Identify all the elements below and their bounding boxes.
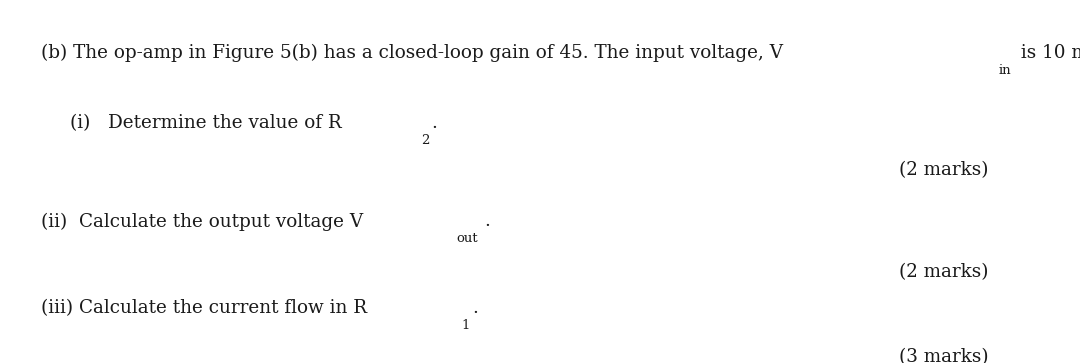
Text: .: . xyxy=(473,299,478,318)
Text: in: in xyxy=(998,64,1011,77)
Text: out: out xyxy=(457,232,478,245)
Text: .: . xyxy=(432,114,437,132)
Text: (iii) Calculate the current flow in R: (iii) Calculate the current flow in R xyxy=(41,299,367,318)
Text: is 10 mV.: is 10 mV. xyxy=(1015,44,1080,62)
Text: (b) The op-amp in Figure 5(b) has a closed-loop gain of 45. The input voltage, V: (b) The op-amp in Figure 5(b) has a clos… xyxy=(41,44,783,62)
Text: (2 marks): (2 marks) xyxy=(899,162,988,180)
Text: 2: 2 xyxy=(421,134,429,147)
Text: (2 marks): (2 marks) xyxy=(899,263,988,281)
Text: (ii)  Calculate the output voltage V: (ii) Calculate the output voltage V xyxy=(41,212,363,231)
Text: 1: 1 xyxy=(462,319,470,333)
Text: .: . xyxy=(485,212,490,231)
Text: (i)   Determine the value of R: (i) Determine the value of R xyxy=(70,114,342,132)
Text: (3 marks): (3 marks) xyxy=(899,348,988,363)
